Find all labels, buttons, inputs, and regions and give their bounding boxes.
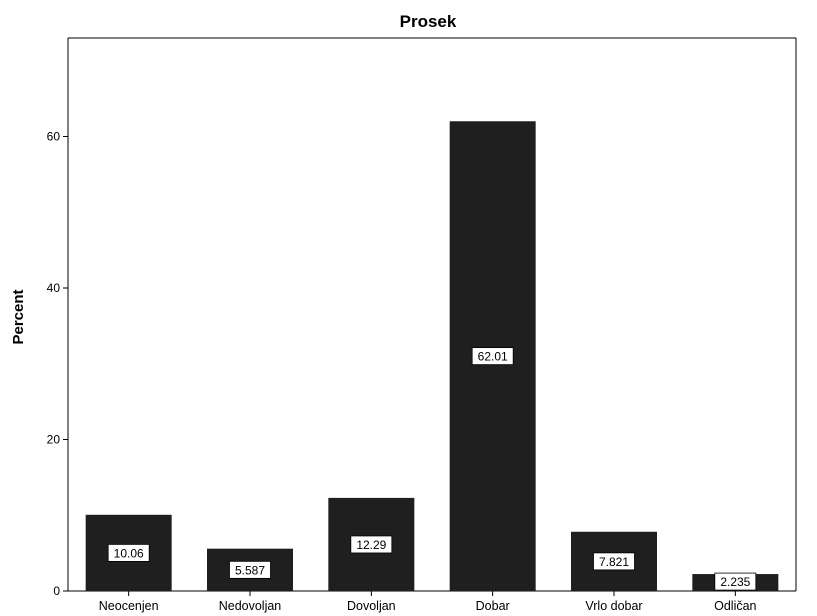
y-tick-label: 60 [47, 129, 61, 143]
data-label-box [593, 552, 635, 571]
data-label-box [471, 347, 514, 366]
data-label-box [350, 535, 393, 554]
x-tick-label: Dovoljan [347, 599, 396, 613]
x-tick-label: Dobar [476, 599, 510, 613]
x-tick-label: Neocenjen [99, 599, 159, 613]
data-label: 5.587 [235, 563, 265, 577]
chart-title: Prosek [400, 12, 457, 31]
data-label-box [229, 560, 271, 579]
data-label: 62.01 [478, 350, 508, 364]
y-tick-label: 40 [47, 281, 61, 295]
y-tick-label: 20 [47, 432, 61, 446]
plot-area: 0 20 40 60 10.06 Neocenjen 5.587 Nedovoljan 12.2… [47, 37, 797, 613]
y-tick-label: 0 [53, 584, 60, 598]
data-label: 7.821 [599, 555, 629, 569]
y-axis-label: Percent [10, 289, 27, 344]
data-label: 12.29 [356, 538, 386, 552]
data-label-box [714, 572, 757, 591]
x-tick-label: Nedovoljan [219, 599, 282, 613]
data-label: 10.06 [114, 546, 144, 560]
data-label: 2.235 [720, 575, 750, 589]
data-label-box [107, 543, 150, 562]
x-tick-label: Vrlo dobar [585, 599, 642, 613]
x-tick-label: Odličan [714, 599, 756, 613]
